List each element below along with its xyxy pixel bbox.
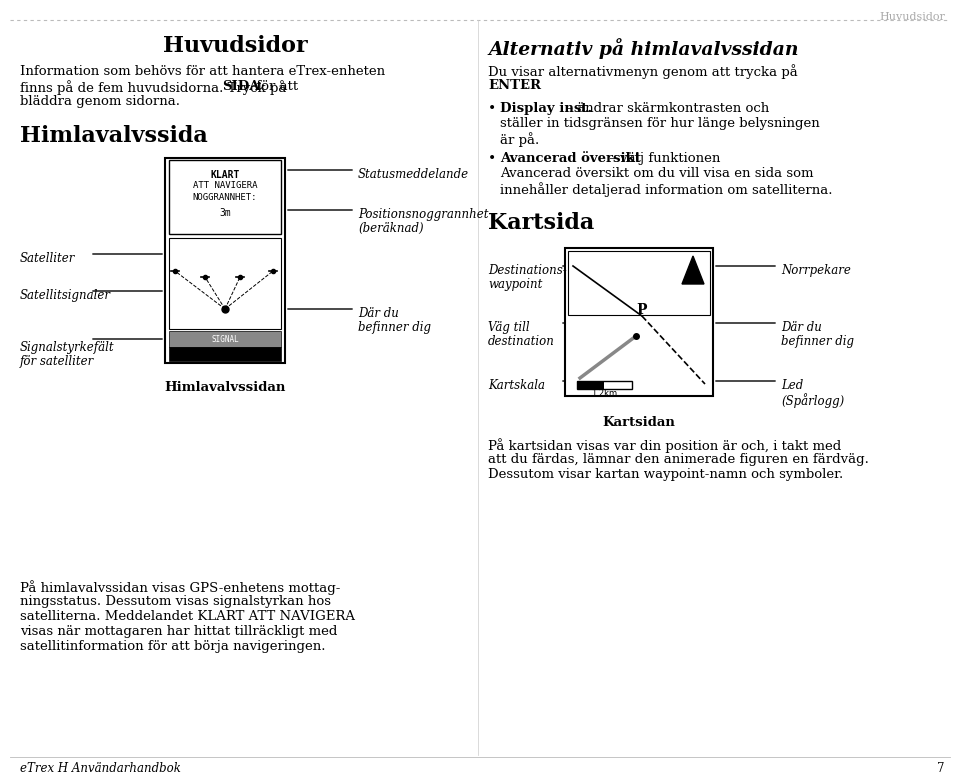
- Text: Himlavalvssida: Himlavalvssida: [20, 125, 207, 147]
- Bar: [169, 331, 281, 347]
- Text: 1.2km: 1.2km: [591, 389, 617, 397]
- Text: destination: destination: [488, 335, 555, 348]
- Text: SIGNAL: SIGNAL: [211, 335, 239, 343]
- Text: visas när mottagaren har hittat tillräckligt med: visas när mottagaren har hittat tillräck…: [20, 625, 337, 638]
- Text: är på.: är på.: [500, 132, 540, 147]
- Text: för satelliter: för satelliter: [20, 355, 94, 368]
- Text: NOGGRANNHET:: NOGGRANNHET:: [193, 193, 257, 202]
- Text: Kartsidan: Kartsidan: [603, 416, 676, 429]
- Text: finns på de fem huvudsidorna. Tryck på: finns på de fem huvudsidorna. Tryck på: [20, 80, 291, 95]
- Text: Statusmeddelande: Statusmeddelande: [358, 168, 469, 181]
- Text: Väg till: Väg till: [488, 321, 530, 334]
- Text: Information som behövs för att hantera eTrex-enheten: Information som behövs för att hantera e…: [20, 65, 385, 78]
- Bar: [169, 347, 281, 361]
- Text: .: .: [524, 79, 528, 92]
- Text: Alternativ på himlavalvssidan: Alternativ på himlavalvssidan: [488, 38, 799, 59]
- Text: Där du: Där du: [358, 307, 398, 320]
- Text: •: •: [488, 102, 496, 116]
- Text: Himlavalvssidan: Himlavalvssidan: [164, 381, 286, 394]
- Text: Avancerad översikt: Avancerad översikt: [500, 152, 640, 165]
- Text: Du visar alternativmenyn genom att trycka på: Du visar alternativmenyn genom att tryck…: [488, 64, 798, 79]
- Text: Display inst.: Display inst.: [500, 102, 592, 115]
- Text: ställer in tidsgränsen för hur länge belysningen: ställer in tidsgränsen för hur länge bel…: [500, 117, 820, 130]
- Text: SIDA: SIDA: [222, 80, 259, 93]
- Text: Positionsnoggrannhet: Positionsnoggrannhet: [358, 208, 489, 221]
- Bar: [165, 158, 285, 363]
- Text: Huvudsidor: Huvudsidor: [162, 35, 307, 57]
- Text: ATT NAVIGERA: ATT NAVIGERA: [193, 181, 257, 190]
- Text: eTrex H Användarhandbok: eTrex H Användarhandbok: [20, 762, 180, 773]
- Text: Destinations-: Destinations-: [488, 264, 566, 277]
- Text: satelliterna. Meddelandet KLART ATT NAVIGERA: satelliterna. Meddelandet KLART ATT NAVI…: [20, 610, 355, 623]
- Text: satellitinformation för att börja navigeringen.: satellitinformation för att börja navige…: [20, 640, 325, 653]
- Bar: [577, 381, 632, 389]
- Text: 3m: 3m: [219, 208, 230, 218]
- Text: Huvudsidor: Huvudsidor: [879, 12, 945, 22]
- Bar: [568, 251, 710, 315]
- Text: På kartsidan visas var din position är och, i takt med: På kartsidan visas var din position är o…: [488, 438, 841, 453]
- Text: Satellitsignaler: Satellitsignaler: [20, 289, 111, 302]
- Text: KLART: KLART: [210, 170, 240, 180]
- Bar: [169, 160, 281, 234]
- Text: ningsstatus. Dessutom visas signalstyrkan hos: ningsstatus. Dessutom visas signalstyrka…: [20, 595, 331, 608]
- Text: Kartskala: Kartskala: [488, 379, 545, 392]
- Text: På himlavalvssidan visas GPS-enhetens mottag-: På himlavalvssidan visas GPS-enhetens mo…: [20, 580, 341, 595]
- Text: (Spårlogg): (Spårlogg): [781, 393, 844, 408]
- Text: bläddra genom sidorna.: bläddra genom sidorna.: [20, 95, 180, 108]
- Text: Avancerad översikt om du vill visa en sida som: Avancerad översikt om du vill visa en si…: [500, 167, 813, 180]
- Text: Där du: Där du: [781, 321, 822, 334]
- Text: Kartsida: Kartsida: [488, 212, 594, 234]
- Text: för att: för att: [252, 80, 299, 93]
- Text: Norrpekare: Norrpekare: [781, 264, 851, 277]
- Text: 7: 7: [938, 762, 945, 773]
- Text: ENTER: ENTER: [488, 79, 541, 92]
- Text: Led: Led: [781, 379, 804, 392]
- Text: waypoint: waypoint: [488, 278, 542, 291]
- Text: – välj funktionen: – välj funktionen: [605, 152, 720, 165]
- Text: Satelliter: Satelliter: [20, 252, 76, 265]
- Text: – ändrar skärmkontrasten och: – ändrar skärmkontrasten och: [562, 102, 769, 115]
- Text: Signalstyrkefält: Signalstyrkefält: [20, 341, 114, 354]
- Text: befinner dig: befinner dig: [358, 321, 431, 334]
- Text: P: P: [636, 303, 647, 317]
- Text: befinner dig: befinner dig: [781, 335, 854, 348]
- Polygon shape: [682, 256, 704, 284]
- Bar: [577, 381, 604, 389]
- Bar: [565, 248, 713, 396]
- Text: Dessutom visar kartan waypoint-namn och symboler.: Dessutom visar kartan waypoint-namn och …: [488, 468, 843, 481]
- Text: innehåller detaljerad information om satelliterna.: innehåller detaljerad information om sat…: [500, 182, 832, 197]
- Text: (beräknad): (beräknad): [358, 222, 423, 235]
- Bar: [169, 238, 281, 329]
- Text: •: •: [488, 152, 496, 166]
- Text: att du färdas, lämnar den animerade figuren en färdväg.: att du färdas, lämnar den animerade figu…: [488, 453, 869, 466]
